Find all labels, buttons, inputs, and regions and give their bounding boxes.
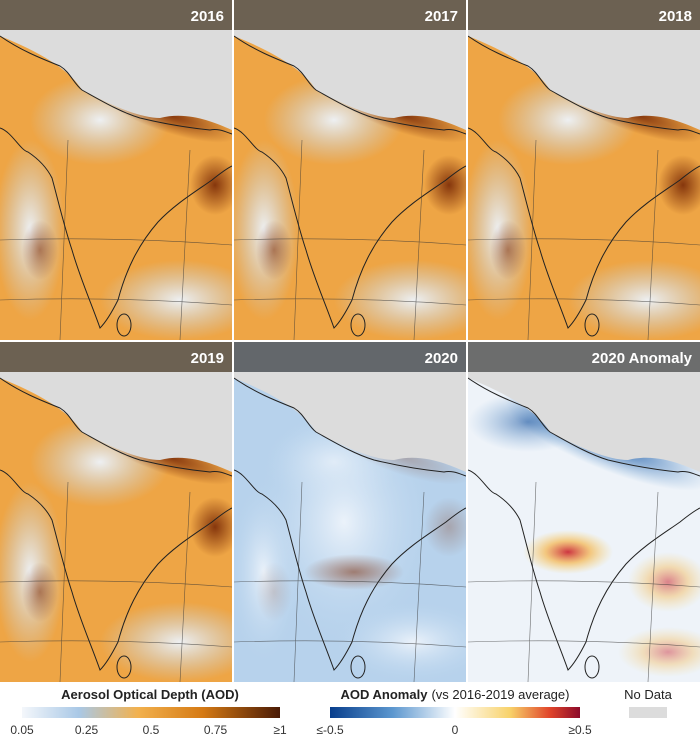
aod-tick-label: 0.25 [75, 723, 99, 737]
map [468, 0, 700, 340]
aerosol-hotspot [424, 497, 466, 557]
aerosol-hotspot [256, 220, 292, 280]
map-panel: 2017 [234, 0, 466, 340]
sri-lanka [116, 655, 132, 679]
aod-tick-label: 0.05 [10, 723, 34, 737]
anomaly-colorbar [330, 707, 580, 718]
panel-title: 2020 Anomaly [592, 350, 693, 367]
sri-lanka [584, 313, 600, 337]
title-bar [234, 0, 466, 30]
clean-area [100, 260, 232, 340]
panel-title: 2016 [191, 8, 224, 25]
national-border [234, 35, 466, 135]
panel-title: 2018 [659, 8, 692, 25]
title-bar [468, 0, 700, 30]
anomaly-tick-label: ≤-0.5 [316, 723, 344, 737]
sri-lanka [350, 313, 366, 337]
anomaly-title-main: AOD Anomaly [341, 687, 429, 702]
aod-tick-label: 0.5 [143, 723, 160, 737]
no-data-region [0, 372, 232, 472]
no-data-region [468, 372, 700, 472]
map-panel: 2018 [468, 0, 700, 340]
aod-tick-label: 0.75 [204, 723, 228, 737]
aerosol-hotspot [22, 562, 58, 622]
sri-lanka [350, 655, 366, 679]
aerosol-hotspot [658, 155, 700, 215]
aod-colorbar [22, 707, 280, 718]
aod-title: Aerosol Optical Depth (AOD) [61, 687, 239, 702]
no-data-region [234, 30, 466, 130]
graticule [0, 481, 232, 682]
aerosol-hotspot [424, 155, 466, 215]
map-panel: 2019 [0, 342, 232, 682]
aerosol-hotspot [190, 155, 232, 215]
nodata-label: No Data [624, 687, 672, 702]
no-data-region [468, 30, 700, 130]
graticule [234, 139, 466, 340]
aerosol-hotspot [22, 220, 58, 280]
sri-lanka [116, 313, 132, 337]
aerosol-hotspot [190, 497, 232, 557]
graticule [234, 481, 466, 682]
panel-title: 2017 [425, 8, 458, 25]
sri-lanka [584, 655, 600, 679]
aerosol-hotspot [490, 220, 526, 280]
increase-area [523, 530, 613, 574]
panel-title: 2019 [191, 350, 224, 367]
anomaly-subtitle: (vs 2016-2019 average) [431, 687, 569, 702]
aerosol-area [304, 554, 404, 590]
title-bar [0, 342, 232, 372]
title-bar [234, 342, 466, 372]
map-panel: 2020 Anomaly [468, 342, 700, 682]
map-panel: 2016 [0, 0, 232, 340]
increase-area [618, 627, 700, 677]
national-border [0, 35, 232, 135]
coastline [234, 127, 466, 329]
clean-area [568, 260, 700, 340]
national-border [0, 377, 232, 477]
no-data-region [0, 30, 232, 130]
graticule [468, 139, 700, 340]
graticule [0, 139, 232, 340]
national-border [468, 35, 700, 135]
map [0, 0, 232, 340]
nodata-swatch [629, 707, 667, 718]
graticule [468, 481, 700, 682]
national-border [468, 377, 700, 477]
anomaly-title: AOD Anomaly (vs 2016-2019 average) [341, 687, 570, 702]
coastline [0, 469, 232, 671]
increase-area [628, 552, 700, 612]
anomaly-tick-label: ≥0.5 [568, 723, 592, 737]
map [0, 342, 232, 682]
panel-title: 2020 [425, 350, 458, 367]
map-panel: 2020 [234, 342, 466, 682]
coastline [468, 469, 700, 671]
anomaly-tick-label: 0 [452, 723, 459, 737]
coastline [234, 469, 466, 671]
map [234, 0, 466, 340]
coastline [0, 127, 232, 329]
clean-area [100, 602, 232, 682]
map [234, 342, 466, 682]
coastline [468, 127, 700, 329]
map [468, 342, 700, 682]
title-bar [0, 0, 232, 30]
clean-area [334, 260, 466, 340]
no-data-region [234, 372, 466, 472]
aod-tick-label: ≥1 [273, 723, 287, 737]
national-border [234, 377, 466, 477]
aerosol-hotspot [256, 562, 292, 622]
title-bar [468, 342, 700, 372]
